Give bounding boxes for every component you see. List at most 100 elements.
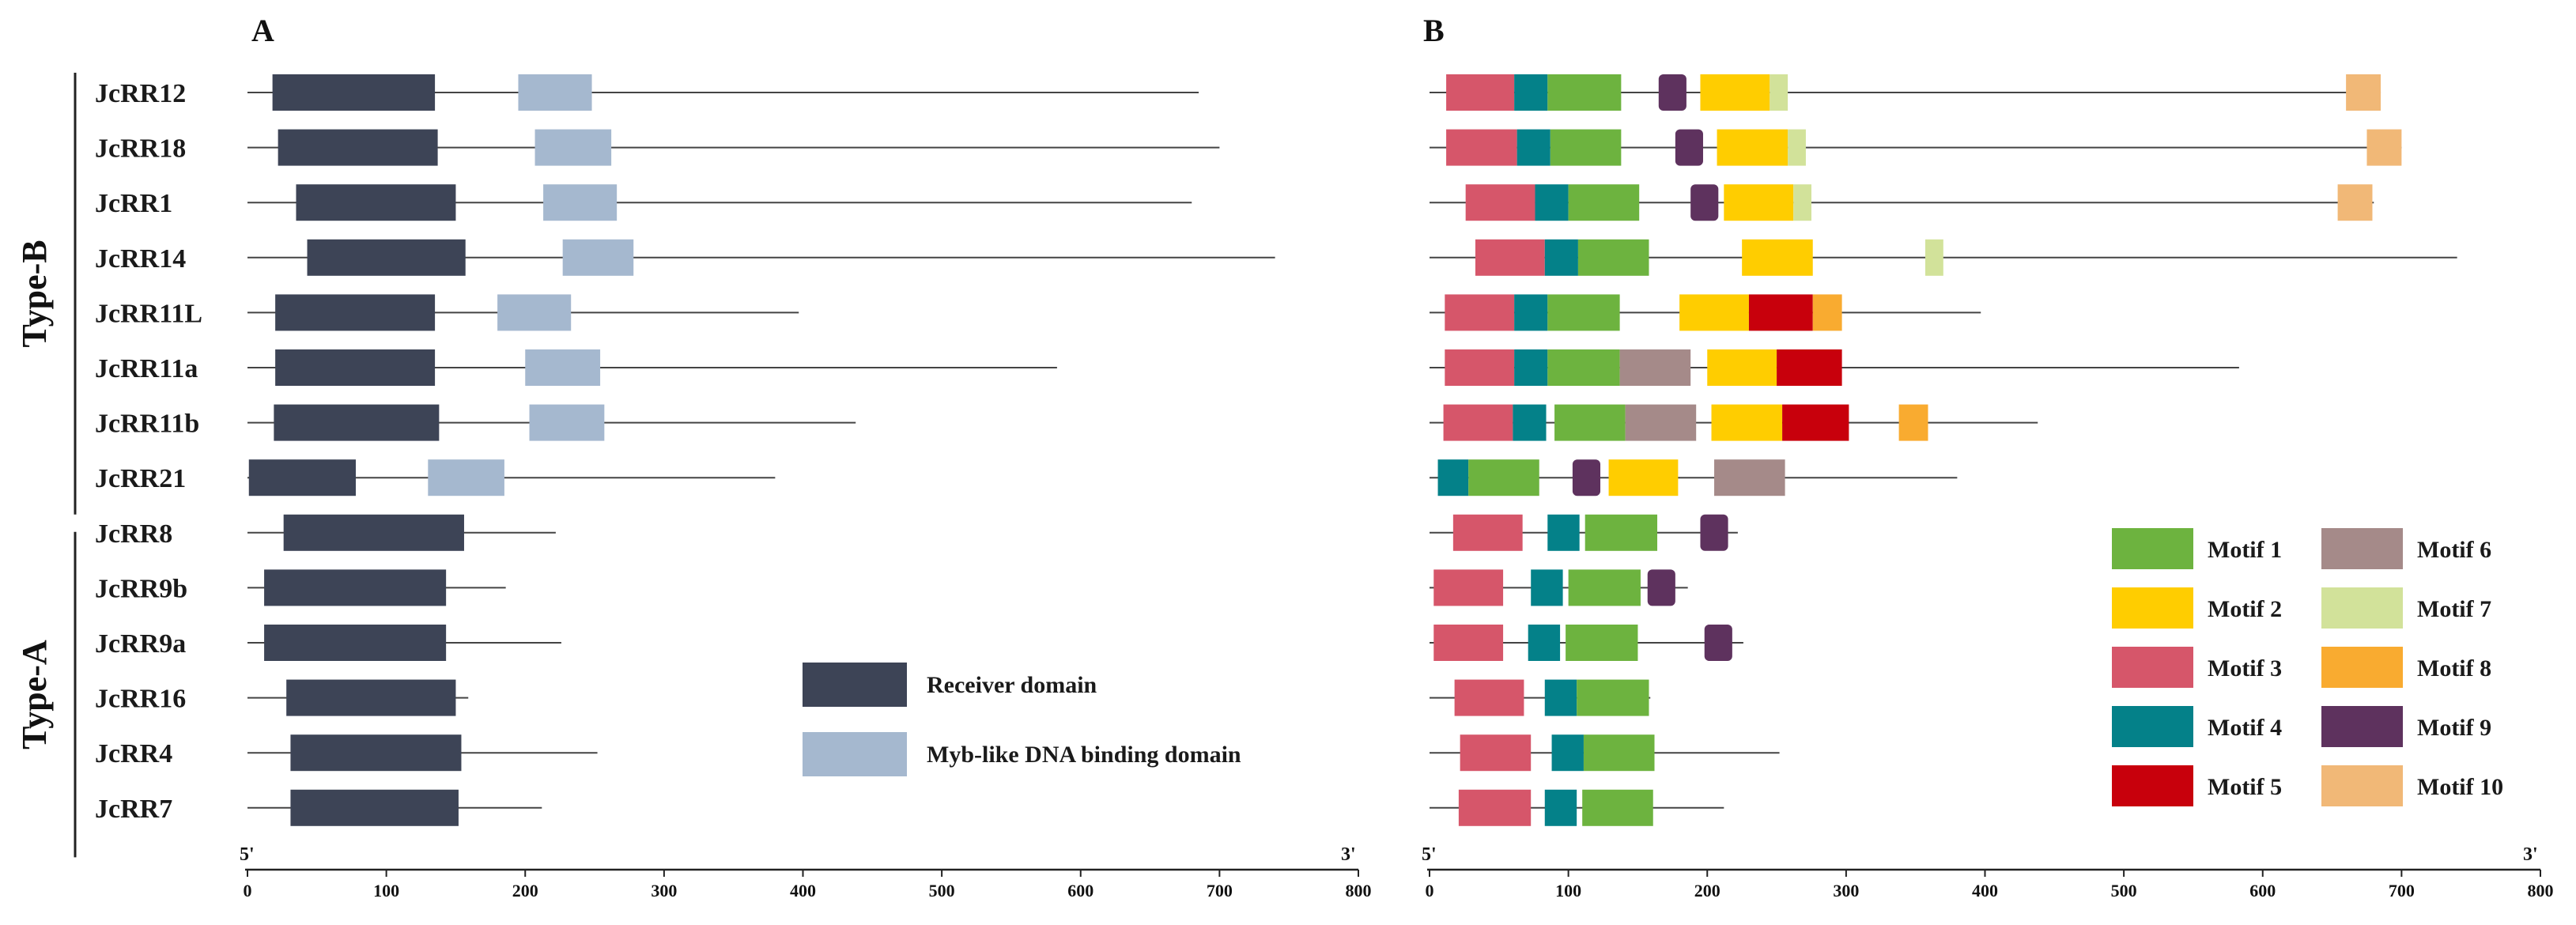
motif-1-box <box>1566 625 1638 661</box>
motif-3-box <box>1433 625 1504 661</box>
motif-3-box <box>1454 679 1524 716</box>
gene-row-a-jcrr9b: JcRR9b <box>95 569 506 606</box>
gene-label: JcRR11a <box>95 354 198 383</box>
gene-row-b-jcrr14 <box>1430 239 2457 276</box>
axis-tick-label: 300 <box>1833 881 1859 900</box>
receiver-domain-box <box>248 459 356 496</box>
myb-domain-box <box>518 74 592 111</box>
legend-swatch-motif-2 <box>2112 587 2193 629</box>
gene-label: JcRR4 <box>95 739 172 768</box>
motif-9-box <box>1704 625 1732 661</box>
motif-4-box <box>1437 459 1469 496</box>
motif-2-box <box>1742 239 1813 276</box>
motif-2-box <box>1717 129 1788 166</box>
motif-3-box <box>1433 569 1504 606</box>
axis-tick-label: 800 <box>2528 881 2554 900</box>
gene-row-b-jcrr12 <box>1430 74 2381 111</box>
legend-swatch-motif-10 <box>2321 765 2403 806</box>
receiver-domain-box <box>264 625 447 661</box>
motif-9-box <box>1647 569 1675 606</box>
gene-label: JcRR14 <box>95 244 186 274</box>
legend-label-myb: Myb-like DNA binding domain <box>927 742 1241 768</box>
motif-9-box <box>1690 184 1719 221</box>
myb-domain-box <box>529 404 605 441</box>
receiver-domain-box <box>274 404 440 441</box>
motif-4-box <box>1514 349 1548 386</box>
receiver-domain-box <box>290 789 459 826</box>
gene-label: JcRR12 <box>95 79 186 108</box>
motif-1-box <box>1568 184 1640 221</box>
receiver-domain-box <box>278 129 438 166</box>
motif-1-box <box>1582 789 1653 826</box>
axis-5-prime-label: 5' <box>1422 844 1437 865</box>
myb-domain-box <box>525 349 601 386</box>
receiver-domain-box <box>290 734 462 772</box>
panel-b-label: B <box>1423 13 1445 48</box>
motif-7-box <box>1770 74 1788 111</box>
axis-tick-label: 600 <box>1067 881 1093 900</box>
legend-swatch-motif-8 <box>2321 647 2403 688</box>
receiver-domain-box <box>275 349 436 386</box>
gene-label: JcRR18 <box>95 134 186 164</box>
domain-legend: Receiver domain Myb-like DNA binding doma… <box>803 663 1241 776</box>
motif-9-box <box>1572 459 1601 496</box>
motif-1-box <box>1585 514 1658 551</box>
motif-1-box <box>1583 734 1655 772</box>
motif-6-box <box>1714 459 1785 496</box>
axis-tick-label: 300 <box>651 881 677 900</box>
axis-tick-label: 600 <box>2249 881 2276 900</box>
motif-3-box <box>1452 514 1523 551</box>
axis-tick-label: 200 <box>1694 881 1720 900</box>
motif-2-box <box>1707 349 1777 386</box>
motif-4-box <box>1514 74 1548 111</box>
motif-6-box <box>1625 404 1697 441</box>
motif-2-box <box>1608 459 1679 496</box>
gene-label: JcRR8 <box>95 519 172 549</box>
motif-2-box <box>1711 404 1783 441</box>
motif-1-box <box>1577 679 1649 716</box>
receiver-domain-box <box>296 184 456 221</box>
gene-row-a-jcrr11b: JcRR11b <box>95 404 856 441</box>
motif-3-box <box>1465 184 1535 221</box>
myb-domain-box <box>543 184 618 221</box>
motif-1-box <box>1577 239 1649 276</box>
motif-8-box <box>1898 404 1928 441</box>
axis-3-prime-label: 3' <box>2523 844 2538 865</box>
legend-swatch-motif-7 <box>2321 587 2403 629</box>
gene-row-b-jcrr9b <box>1430 569 1688 606</box>
motif-3-box <box>1460 734 1532 772</box>
panel-b-genes <box>1430 74 2457 826</box>
axis-3-prime-label: 3' <box>1341 844 1356 865</box>
gene-row-a-jcrr9a: JcRR9a <box>95 625 561 661</box>
axis-tick-label: 700 <box>1207 881 1233 900</box>
motif-3-box <box>1443 404 1513 441</box>
axis-tick-label: 400 <box>790 881 816 900</box>
axis-tick-label: 200 <box>512 881 538 900</box>
gene-label: JcRR11b <box>95 410 199 439</box>
motif-4-box <box>1517 129 1551 166</box>
axis-tick-label: 400 <box>1972 881 1998 900</box>
gene-row-b-jcrr11l <box>1430 294 1981 331</box>
group-brackets: Type-B Type-A <box>15 73 77 858</box>
panel-b-axis: 5' 3' 0 100 200 300 400 500 600 700 800 <box>1422 844 2554 900</box>
gene-row-a-jcrr11a: JcRR11a <box>95 349 1057 386</box>
axis-tick-label: 800 <box>1346 881 1372 900</box>
gene-row-b-jcrr7 <box>1430 789 1724 826</box>
motif-10-box <box>2366 129 2402 166</box>
panel-a: A JcRR12JcRR18JcRR1JcRR14JcRR11LJcRR11aJ… <box>95 13 1372 900</box>
gene-row-b-jcrr4 <box>1430 734 1780 772</box>
legend-label-motif-6: Motif 6 <box>2417 537 2491 563</box>
motif-6-box <box>1619 349 1691 386</box>
motif-7-box <box>1788 129 1806 166</box>
myb-domain-box <box>562 239 634 276</box>
gene-label: JcRR9a <box>95 629 186 659</box>
legend-swatch-motif-9 <box>2321 706 2403 747</box>
motif-5-box <box>1777 349 1842 386</box>
gene-row-b-jcrr8 <box>1430 514 1738 551</box>
legend-label-motif-2: Motif 2 <box>2208 596 2282 622</box>
axis-tick-label: 0 <box>244 881 252 900</box>
motif-4-box <box>1544 239 1578 276</box>
motif-10-box <box>2337 184 2373 221</box>
receiver-domain-box <box>264 569 447 606</box>
